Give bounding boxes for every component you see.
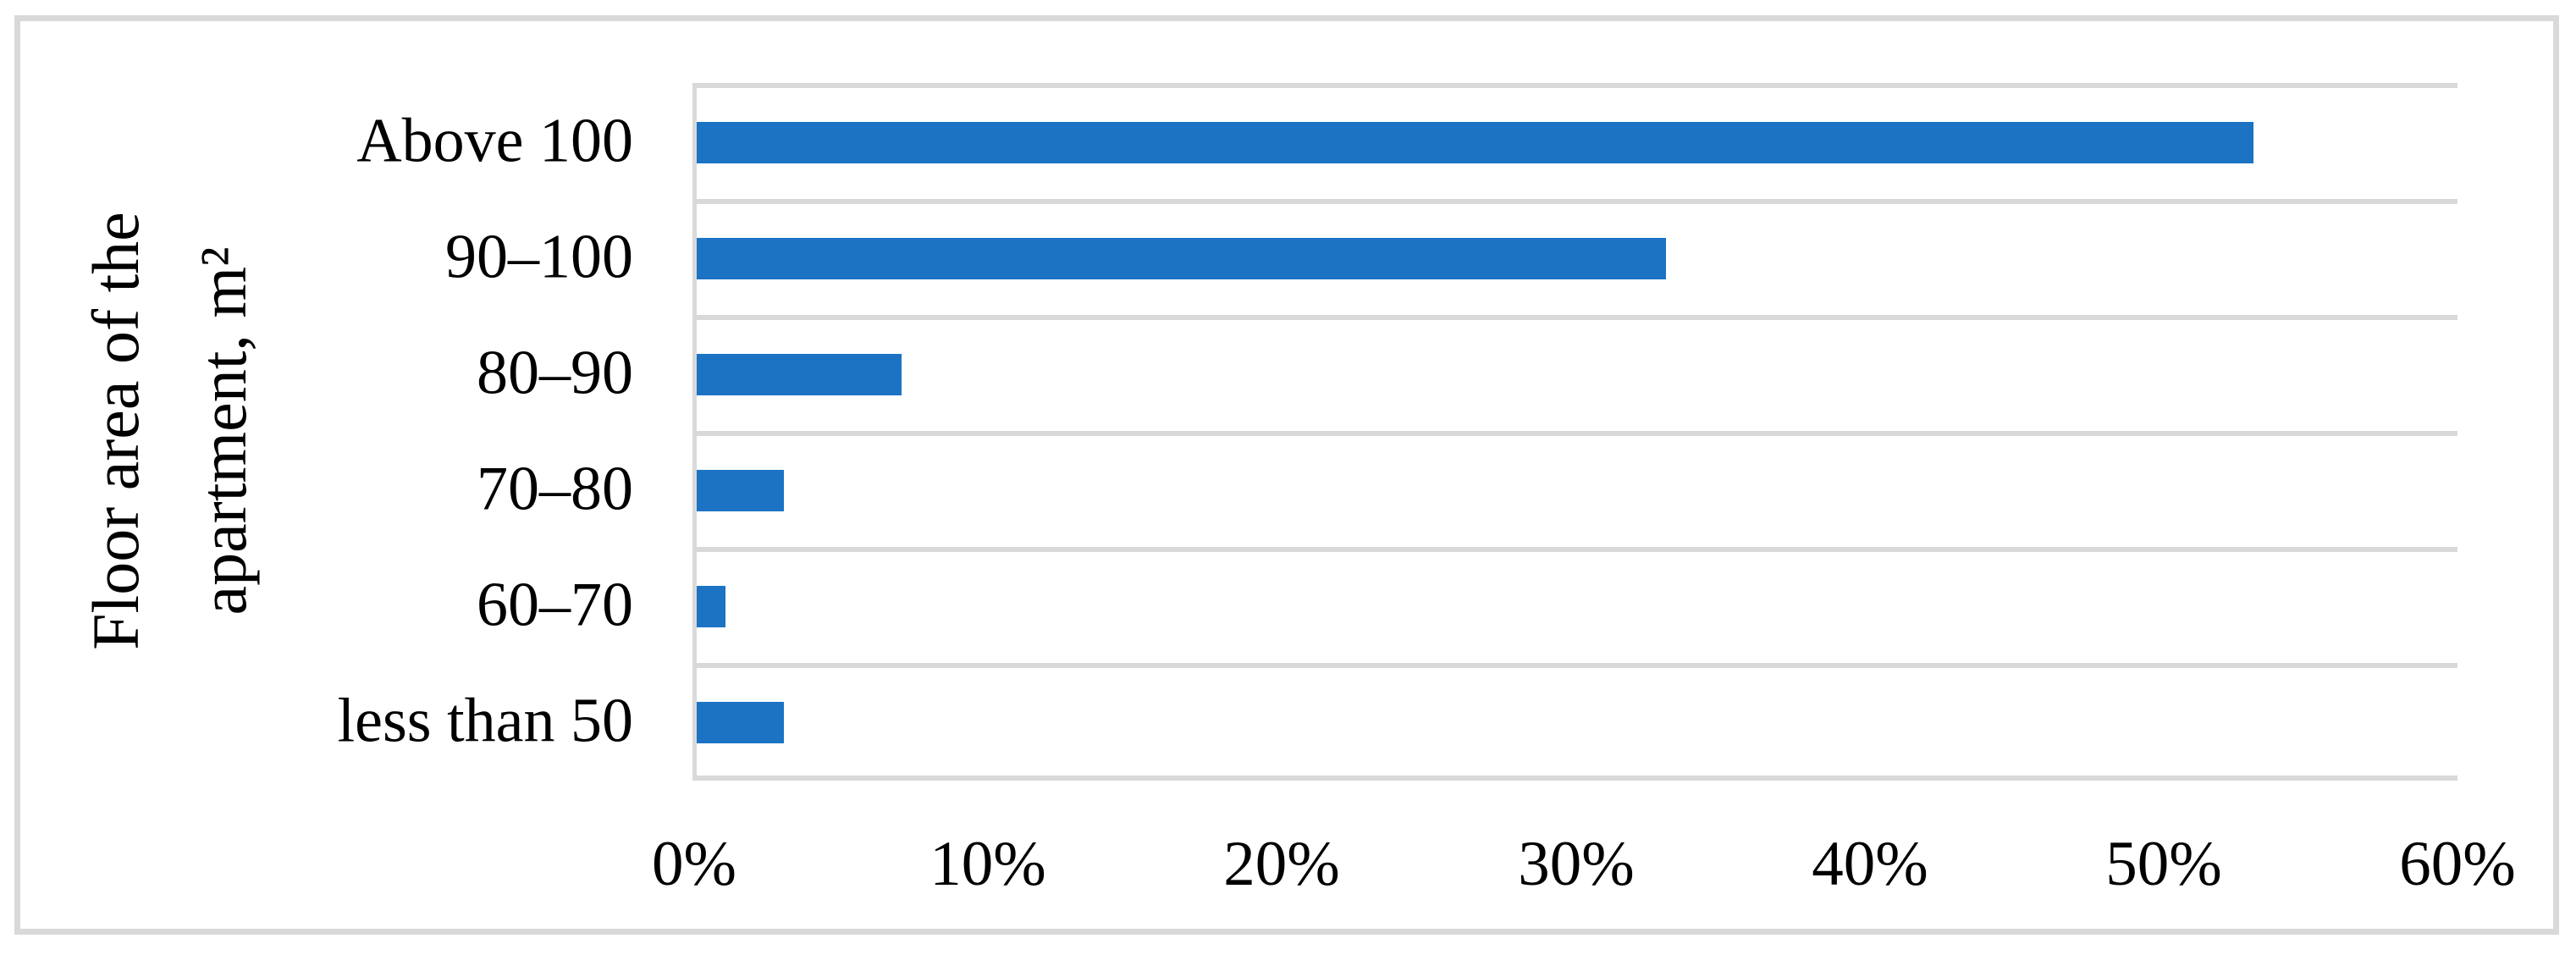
category-label: 60–70 — [477, 570, 633, 640]
x-tick-label: 0% — [652, 829, 736, 899]
x-tick-label: 40% — [1812, 829, 1928, 899]
bar-80-90 — [696, 354, 902, 395]
bar-60-70 — [696, 586, 725, 627]
x-tick-label: 20% — [1223, 829, 1340, 899]
category-gridline — [694, 83, 2457, 88]
category-label: 90–100 — [445, 222, 633, 292]
category-label: 70–80 — [477, 454, 633, 524]
x-tick-label: 60% — [2399, 829, 2516, 899]
figure-border — [14, 15, 2559, 935]
category-gridline — [694, 663, 2457, 668]
category-gridline — [694, 431, 2457, 436]
bar-90-100 — [696, 238, 1666, 279]
bar-less-than-50 — [696, 702, 784, 743]
x-tick-label: 50% — [2105, 829, 2222, 899]
category-gridline — [694, 315, 2457, 320]
category-label: Above 100 — [356, 106, 633, 176]
y-axis-line — [692, 83, 697, 781]
category-gridline — [694, 199, 2457, 204]
x-tick-label: 30% — [1518, 829, 1635, 899]
plot-area — [694, 83, 2457, 779]
category-label: 80–90 — [477, 338, 633, 408]
x-tick-label: 10% — [929, 829, 1046, 899]
bar-70-80 — [696, 470, 784, 511]
category-label: less than 50 — [337, 686, 633, 756]
category-gridline — [694, 547, 2457, 552]
bar-above-100 — [696, 122, 2253, 163]
x-axis-line — [692, 776, 2457, 781]
